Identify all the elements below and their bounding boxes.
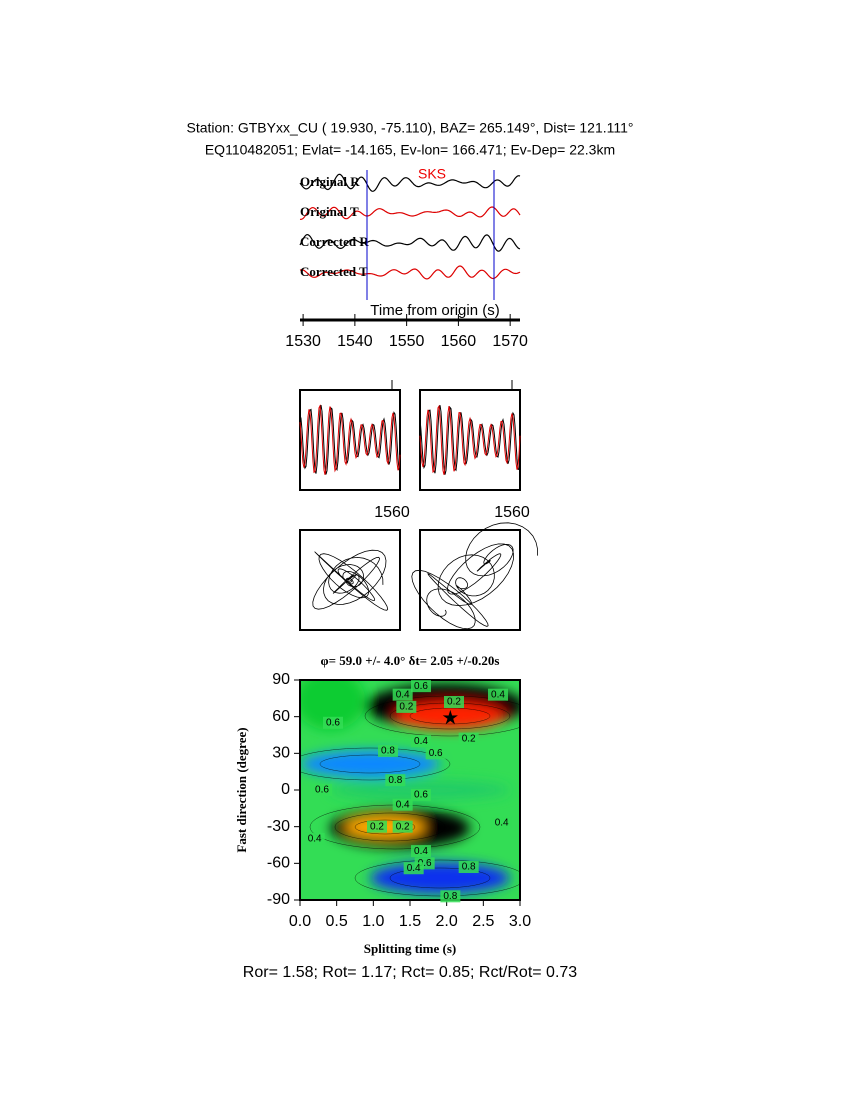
contour-label: 0.2 xyxy=(399,702,413,713)
contour-label: 0.2 xyxy=(462,733,476,744)
x-tick-label: 1560 xyxy=(374,504,410,521)
contour-label: 0.4 xyxy=(396,689,410,700)
contour-label-bg xyxy=(304,832,325,845)
x-tick-label: 3.0 xyxy=(509,913,531,930)
contour-label-bg xyxy=(392,798,413,811)
footer: Ror= 1.58; Rot= 1.17; Rct= 0.85; Rct/Rot… xyxy=(243,964,578,981)
contour-label: 0.2 xyxy=(396,821,410,832)
contour-label-bg xyxy=(367,820,387,833)
x-tick-label: 1560 xyxy=(441,333,477,350)
contour-label: 0.4 xyxy=(414,846,428,857)
contour-label-bg xyxy=(444,696,464,708)
map-title: φ= 59.0 +/- 4.0° δt= 2.05 +/-0.20s xyxy=(321,653,500,668)
contour-label-bg xyxy=(378,744,398,757)
contour-label: 0.2 xyxy=(370,821,384,832)
x-tick-label: 1.5 xyxy=(399,913,421,930)
y-tick-label: 60 xyxy=(272,708,290,725)
contour-label-bg xyxy=(411,845,431,858)
contour-label-bg xyxy=(491,817,512,829)
contour-label: 0.6 xyxy=(414,681,428,692)
y-tick-label: 30 xyxy=(272,745,290,762)
header-line: EQ110482051; Evlat= -14.165, Ev-lon= 166… xyxy=(205,142,615,158)
contour-label: 0.8 xyxy=(381,746,395,757)
x-axis-label: Splitting time (s) xyxy=(364,941,456,956)
x-tick-label: 1570 xyxy=(492,333,528,350)
contour-label-bg xyxy=(403,862,424,875)
trace-label: Original R xyxy=(300,174,360,189)
y-tick-label: 0 xyxy=(281,781,290,798)
contour-label-bg xyxy=(392,688,413,701)
contour-label: 0.6 xyxy=(315,785,329,796)
window-trace xyxy=(419,404,521,475)
y-tick-label: -90 xyxy=(267,891,290,908)
window-frame xyxy=(299,389,401,491)
particle-motion xyxy=(411,522,538,630)
trace xyxy=(299,173,521,192)
y-axis-label: Fast direction (degree) xyxy=(234,727,249,852)
x-tick-label: 1530 xyxy=(285,333,321,350)
x-tick-label: 1560 xyxy=(494,504,530,521)
trace-label: Corrected R xyxy=(300,234,369,249)
contour-label: 0.4 xyxy=(396,799,410,810)
misfit-map xyxy=(300,680,520,900)
particle-motion xyxy=(312,549,389,611)
phase-label: SKS xyxy=(418,166,446,182)
contour-label-bg xyxy=(392,820,413,833)
contour-label: 0.8 xyxy=(443,891,457,902)
contour-label-bg xyxy=(458,732,479,745)
contour-label: 0.4 xyxy=(407,863,421,874)
trace xyxy=(299,265,521,280)
header-line: Station: GTBYxx_CU ( 19.930, -75.110), B… xyxy=(187,120,634,136)
contour-label: 0.6 xyxy=(326,717,340,728)
contour-label: 0.6 xyxy=(429,748,443,759)
contour-label-bg xyxy=(323,716,343,729)
x-tick-label: 0.5 xyxy=(326,913,348,930)
contour-label: 0.4 xyxy=(308,834,322,845)
contour-label-bg xyxy=(396,700,417,713)
y-tick-label: 90 xyxy=(272,671,290,688)
contour-label-bg xyxy=(425,747,446,760)
x-tick-label: 0.0 xyxy=(289,913,311,930)
contour-label: 0.8 xyxy=(462,862,476,873)
contour-label: 0.6 xyxy=(418,858,432,869)
y-tick-label: -30 xyxy=(267,818,290,835)
contour-label-bg xyxy=(411,680,431,693)
contour-label-bg xyxy=(458,861,479,873)
contour-label: 0.2 xyxy=(447,697,461,708)
contour-label: 0.4 xyxy=(414,736,428,747)
best-fit-star xyxy=(442,709,458,725)
contour-label: 0.8 xyxy=(388,775,402,786)
contour-label-bg xyxy=(440,890,461,903)
contour-label-bg xyxy=(385,774,406,787)
particle-frame xyxy=(299,529,401,631)
contour-label-bg xyxy=(312,784,332,796)
contour-label: 0.4 xyxy=(495,818,509,829)
particle-frame xyxy=(419,529,521,631)
contour-label-bg xyxy=(411,735,431,748)
x-tick-label: 1540 xyxy=(337,333,373,350)
contour-label-bg xyxy=(488,688,508,701)
contour-label-bg xyxy=(411,788,431,801)
trace xyxy=(299,206,521,221)
x-tick-label: 1.0 xyxy=(362,913,384,930)
trace xyxy=(299,233,521,252)
trace-label: Original T xyxy=(300,204,359,219)
x-tick-label: 2.0 xyxy=(436,913,458,930)
window-trace xyxy=(299,404,401,475)
trace-label: Corrected T xyxy=(300,264,368,279)
contour-label: 0.6 xyxy=(414,790,428,801)
x-tick-label: 2.5 xyxy=(472,913,494,930)
window-trace xyxy=(419,405,521,475)
x-axis-label: Time from origin (s) xyxy=(370,302,499,319)
y-tick-label: -60 xyxy=(267,855,290,872)
x-tick-label: 1550 xyxy=(389,333,425,350)
contour-label: 0.4 xyxy=(491,689,505,700)
